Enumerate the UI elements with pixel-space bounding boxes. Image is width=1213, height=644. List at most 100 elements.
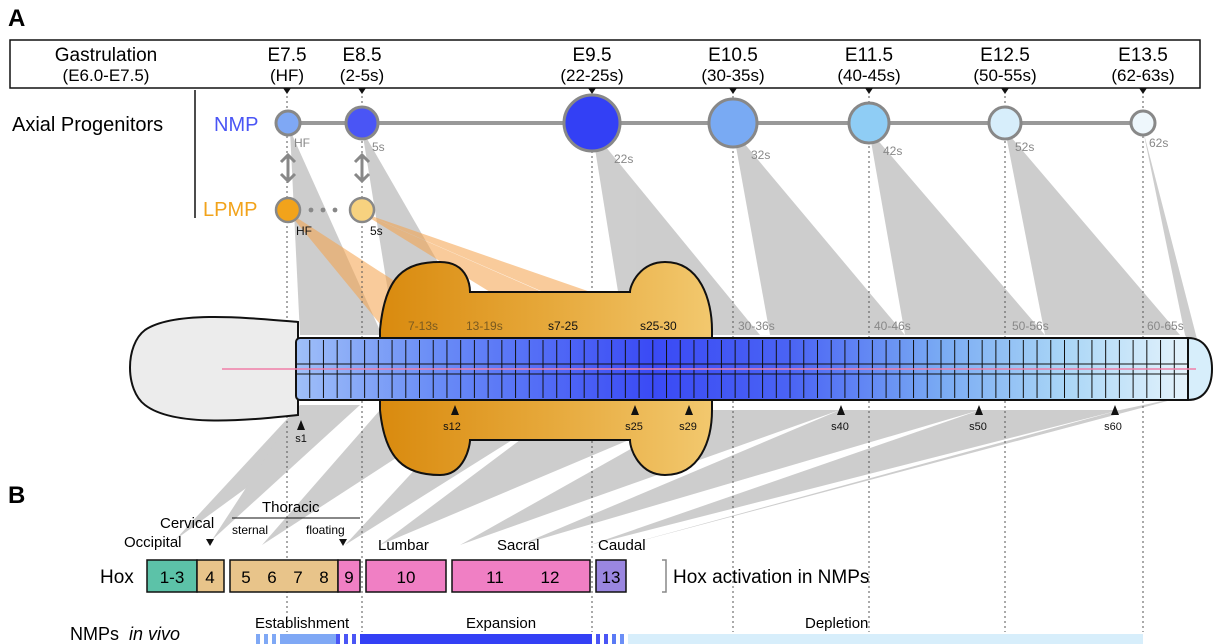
stage-title: E7.5 — [267, 45, 306, 66]
stage-title: E13.5 — [1118, 45, 1168, 66]
stage-title: E9.5 — [572, 45, 611, 66]
hox-number: 5 — [241, 568, 250, 587]
hox-number: 13 — [602, 568, 621, 587]
stage-sub: (E6.0-E7.5) — [63, 66, 150, 85]
hox-caption-bracket — [662, 559, 667, 593]
hox-caption: Hox activation in NMPs — [673, 567, 869, 588]
stage-title: E8.5 — [342, 45, 381, 66]
tail-tip — [1187, 336, 1213, 402]
hox-number: 1-3 — [160, 568, 185, 587]
hox-box-13 — [595, 559, 627, 593]
hox-box-9 — [337, 559, 361, 593]
stage-sub: (HF) — [270, 66, 304, 85]
hox-number: 6 — [267, 568, 276, 587]
lpmp-node — [274, 196, 302, 224]
range-label: 60-65s — [1147, 319, 1184, 333]
nmp-node-tag: 62s — [1149, 136, 1168, 150]
stage-sub: (50-55s) — [973, 66, 1036, 85]
stage-title: E12.5 — [980, 45, 1030, 66]
embryo-head — [129, 316, 299, 422]
panel-label-a: A — [8, 5, 25, 32]
somite-marker-label: s50 — [969, 421, 987, 433]
hox-number: 7 — [293, 568, 302, 587]
region-thoracic: Thoracic — [262, 499, 320, 516]
hox-number: 10 — [397, 568, 416, 587]
nmp-phase-bar — [256, 634, 1143, 644]
phase-expansion: Expansion — [466, 615, 536, 632]
somite-marker-label: s29 — [679, 421, 697, 433]
range-label: 50-56s — [1012, 319, 1049, 333]
region-lumbar: Lumbar — [378, 537, 429, 554]
stage-sub: (2-5s) — [340, 66, 384, 85]
stage-sub: (40-45s) — [837, 66, 900, 85]
somite-marker-label: s25 — [625, 421, 643, 433]
stage-guides — [286, 96, 1144, 632]
stage-header-box — [9, 39, 1201, 89]
stage-sub: (30-35s) — [701, 66, 764, 85]
lpmp-node-tag: HF — [296, 224, 312, 238]
nmp-node-tag: HF — [294, 136, 310, 150]
nmp-node — [562, 93, 622, 153]
region-caudal: Caudal — [598, 537, 646, 554]
somite-markers: s1 s12 s25 s29 s40 s50 s60 — [295, 405, 1122, 445]
nmp-label: NMP — [214, 114, 258, 136]
phase-establishment: Establishment — [255, 615, 350, 632]
hox-box-10 — [365, 559, 447, 593]
somite-marker-label: s40 — [831, 421, 849, 433]
stage-title: E11.5 — [845, 45, 893, 66]
nmp-lpmp-arrow-icon — [279, 152, 371, 184]
nmp-node-tag: 22s — [614, 152, 633, 166]
range-label: 30-36s — [738, 319, 775, 333]
hox-box-4 — [196, 559, 225, 593]
nmps-in-vivo-label: NMPs in vivo — [70, 624, 180, 644]
region-floating: floating — [306, 523, 345, 537]
vertebral-region-labels: Occipital Cervical Thoracic sternal floa… — [124, 499, 646, 554]
somite-marker-label: s1 — [295, 433, 307, 445]
hox-box-11-12 — [451, 559, 591, 593]
range-label: s7-25 — [548, 319, 578, 333]
nmp-node — [847, 101, 891, 145]
hox-number: 8 — [319, 568, 328, 587]
hox-boxes: 1-3 4 5 6 7 8 9 10 11 12 13 — [146, 559, 627, 593]
somite-marker-label: s60 — [1104, 421, 1122, 433]
hox-number: 4 — [205, 568, 214, 587]
somite-marker-label: s12 — [443, 421, 461, 433]
nmp-node — [274, 109, 302, 137]
range-label: s25-30 — [640, 319, 677, 333]
stage-sub: (22-25s) — [560, 66, 623, 85]
region-sacral: Sacral — [497, 537, 540, 554]
lpmp-node — [348, 196, 376, 224]
nmp-node-tag: 32s — [751, 148, 770, 162]
nmp-node-tag: 52s — [1015, 140, 1034, 154]
region-cervical: Cervical — [160, 515, 214, 532]
stage-notches — [283, 88, 1147, 94]
nmp-node-tag: 42s — [883, 144, 902, 158]
hox-number: 11 — [486, 568, 504, 587]
nmp-nodes: HF 5s 22s 32s 42s 52s 62s — [274, 93, 1168, 166]
lpmp-node-tag: 5s — [370, 224, 383, 238]
panel-label-b: B — [8, 482, 25, 509]
stage-title: E10.5 — [708, 45, 758, 66]
lpmp-connector — [308, 207, 338, 213]
nmp-lineage-fans — [175, 130, 1205, 545]
lpmp-nodes: HF 5s — [274, 196, 383, 238]
embryo-range-labels: 7-13s 13-19s s7-25 s25-30 30-36s 40-46s … — [408, 319, 1184, 333]
axial-progenitors-label: Axial Progenitors — [12, 114, 163, 136]
hox-number: 9 — [344, 568, 353, 587]
nmp-node — [987, 105, 1023, 141]
nmp-node — [344, 105, 380, 141]
hox-box-5-8 — [229, 559, 339, 593]
nmps-in-vivo-italic: in vivo — [129, 624, 180, 644]
range-label: 40-46s — [874, 319, 911, 333]
range-label: 13-19s — [466, 319, 503, 333]
hox-number: 12 — [541, 568, 560, 587]
nmp-node-tag: 5s — [372, 140, 385, 154]
range-label: 7-13s — [408, 319, 438, 333]
region-sternal: sternal — [232, 523, 268, 537]
phase-depletion: Depletion — [805, 615, 868, 632]
region-occipital: Occipital — [124, 534, 182, 551]
nmp-node — [1129, 109, 1157, 137]
nmps-label: NMPs — [70, 624, 119, 644]
stage-title: Gastrulation — [55, 45, 157, 66]
